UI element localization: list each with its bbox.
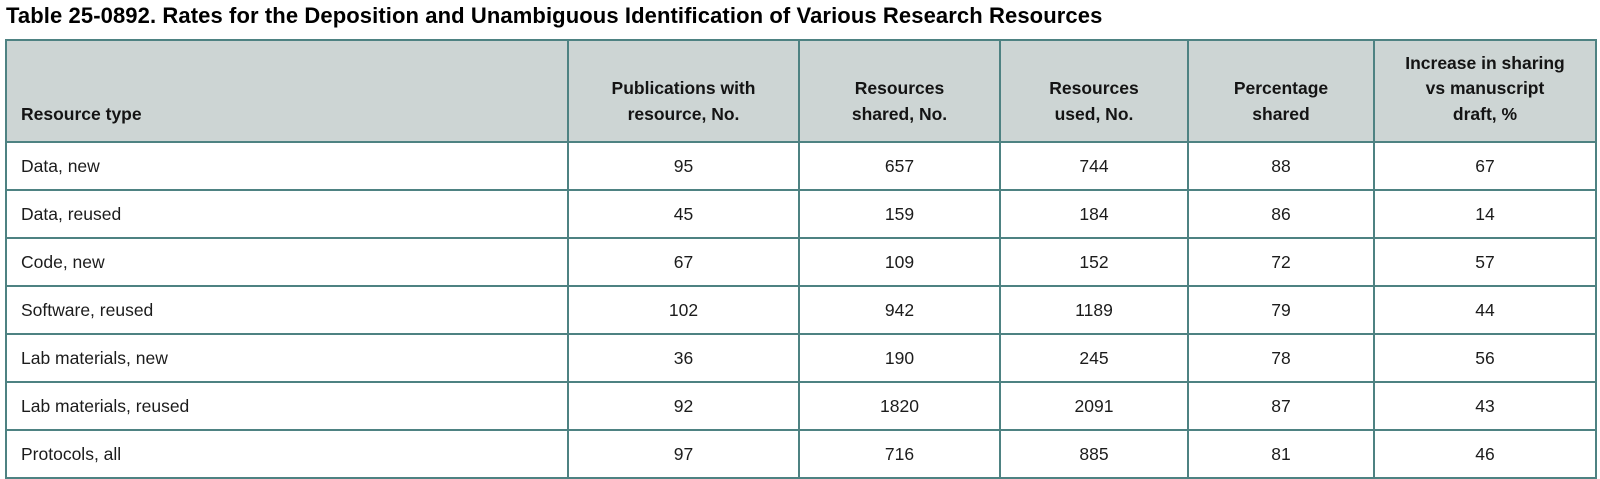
table-title: Table 25-0892. Rates for the Deposition … [6,3,1103,28]
cell-percentage-shared: 88 [1187,141,1375,192]
cell-increase-in-sharing: 46 [1373,429,1597,479]
cell-resources-used: 885 [999,429,1189,479]
cell-publications-with-resource: 36 [567,333,800,384]
header-row: Resource type Publications with resource… [5,38,1597,144]
column-header-publications-with-resource: Publications with resource, No. [567,38,800,144]
cell-resource-type: Data, new [5,141,569,192]
cell-resource-type: Lab materials, new [5,333,569,384]
table-row-data-new: Data, new 95 657 744 88 67 [5,141,1597,192]
cell-resources-shared: 159 [798,189,1001,240]
cell-publications-with-resource: 95 [567,141,800,192]
research-resources-table: Resource type Publications with resource… [5,38,1597,479]
cell-percentage-shared: 72 [1187,237,1375,288]
cell-resource-type: Data, reused [5,189,569,240]
cell-percentage-shared: 87 [1187,381,1375,432]
cell-resources-used: 744 [999,141,1189,192]
cell-resources-shared: 716 [798,429,1001,479]
column-header-increase-in-sharing: Increase in sharing vs manuscript draft,… [1373,38,1597,144]
cell-resources-used: 152 [999,237,1189,288]
cell-resource-type: Lab materials, reused [5,381,569,432]
cell-resources-used: 245 [999,333,1189,384]
cell-resources-used: 184 [999,189,1189,240]
cell-resource-type: Protocols, all [5,429,569,479]
cell-increase-in-sharing: 43 [1373,381,1597,432]
cell-percentage-shared: 81 [1187,429,1375,479]
table-row-lab-materials-reused: Lab materials, reused 92 1820 2091 87 43 [5,381,1597,432]
cell-publications-with-resource: 102 [567,285,800,336]
cell-publications-with-resource: 67 [567,237,800,288]
table-row-code-new: Code, new 67 109 152 72 57 [5,237,1597,288]
table-row-software-reused: Software, reused 102 942 1189 79 44 [5,285,1597,336]
cell-resources-used: 2091 [999,381,1189,432]
column-header-resources-shared: Resources shared, No. [798,38,1001,144]
cell-percentage-shared: 78 [1187,333,1375,384]
cell-resources-shared: 942 [798,285,1001,336]
cell-resource-type: Code, new [5,237,569,288]
cell-resources-shared: 109 [798,237,1001,288]
cell-resources-shared: 1820 [798,381,1001,432]
cell-increase-in-sharing: 57 [1373,237,1597,288]
cell-percentage-shared: 86 [1187,189,1375,240]
table-row-lab-materials-new: Lab materials, new 36 190 245 78 56 [5,333,1597,384]
cell-increase-in-sharing: 44 [1373,285,1597,336]
cell-increase-in-sharing: 56 [1373,333,1597,384]
cell-resource-type: Software, reused [5,285,569,336]
cell-increase-in-sharing: 14 [1373,189,1597,240]
cell-publications-with-resource: 92 [567,381,800,432]
cell-publications-with-resource: 45 [567,189,800,240]
column-header-resource-type: Resource type [5,38,569,144]
column-header-resources-used: Resources used, No. [999,38,1189,144]
cell-increase-in-sharing: 67 [1373,141,1597,192]
cell-resources-shared: 657 [798,141,1001,192]
cell-publications-with-resource: 97 [567,429,800,479]
cell-resources-used: 1189 [999,285,1189,336]
table-row-protocols-all: Protocols, all 97 716 885 81 46 [5,429,1597,479]
cell-percentage-shared: 79 [1187,285,1375,336]
table-row-data-reused: Data, reused 45 159 184 86 14 [5,189,1597,240]
cell-resources-shared: 190 [798,333,1001,384]
column-header-percentage-shared: Percentage shared [1187,38,1375,144]
